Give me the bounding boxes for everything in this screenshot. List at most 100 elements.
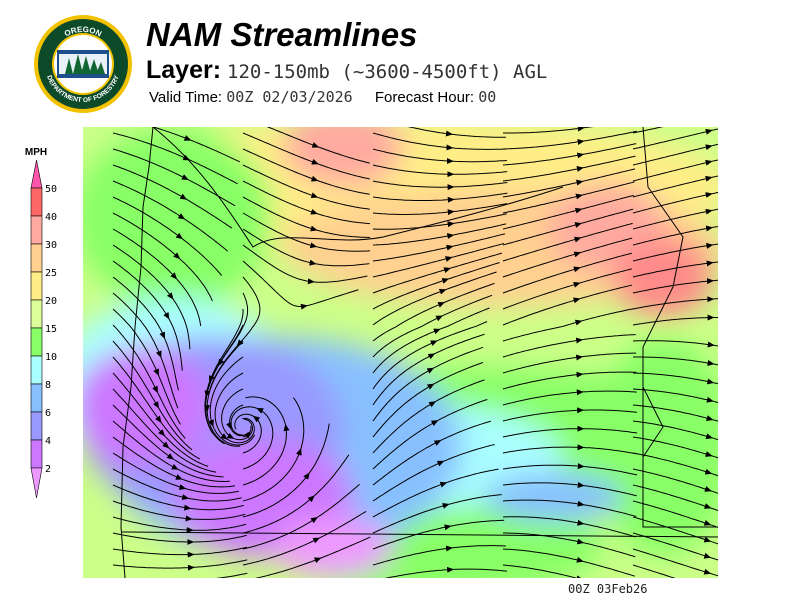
- streamline: [158, 407, 193, 451]
- streamline: [112, 324, 158, 394]
- streamline: [242, 415, 262, 454]
- streamline: [502, 281, 581, 310]
- streamline: [292, 397, 305, 450]
- streamline: [372, 353, 436, 406]
- streamline: [632, 159, 713, 182]
- streamline: [372, 440, 442, 486]
- streamline: [502, 389, 584, 406]
- streamline: [581, 308, 635, 322]
- streamline: [112, 196, 183, 240]
- streamline: [226, 404, 244, 430]
- streamline: [112, 516, 194, 533]
- streamline: [214, 372, 244, 440]
- streamline: [632, 260, 714, 278]
- streamline: [191, 513, 246, 520]
- streamline: [582, 352, 637, 358]
- streamline: [242, 244, 315, 285]
- streamline: [242, 228, 317, 266]
- streamline: [317, 196, 370, 210]
- streamline: [172, 298, 191, 350]
- streamline: [176, 278, 202, 327]
- streamline: [583, 504, 637, 517]
- streamline: [632, 372, 715, 385]
- streamline: [187, 179, 236, 207]
- streamline: [190, 139, 241, 163]
- map-timestamp: 00Z 03Feb26: [568, 582, 648, 596]
- oregon-department-of-forestry-logo: OREGON DEPARTMENT OF FORESTRY: [34, 15, 132, 113]
- streamline: [372, 233, 455, 246]
- streamline: [502, 193, 583, 214]
- streamline: [632, 127, 664, 134]
- legend-tick-label: 15: [45, 324, 57, 335]
- streamline: [633, 356, 715, 366]
- streamline: [313, 454, 350, 497]
- streamline: [632, 500, 712, 526]
- legend-tick-label: 6: [45, 408, 51, 419]
- streamline: [436, 321, 488, 342]
- streamline: [255, 557, 322, 578]
- streamline: [502, 482, 585, 488]
- streamline: [193, 534, 247, 543]
- legend-swatch: [30, 327, 43, 357]
- streamline: [306, 289, 359, 307]
- streamline: [632, 208, 713, 230]
- streamline: [208, 356, 244, 427]
- streamline: [209, 308, 244, 383]
- streamline: [242, 431, 251, 439]
- streamline: [112, 308, 159, 377]
- streamline: [632, 296, 715, 310]
- streamline: [242, 472, 310, 518]
- streamline: [112, 260, 170, 320]
- legend-tick-label: 8: [45, 380, 51, 391]
- streamline: [632, 340, 715, 348]
- streamline: [193, 559, 248, 568]
- legend-swatch: [30, 299, 43, 329]
- streamline: [204, 340, 244, 413]
- streamline: [112, 388, 170, 449]
- streamline: [112, 564, 195, 571]
- streamline: [581, 194, 634, 210]
- streamline: [192, 523, 247, 531]
- streamline: [372, 401, 437, 454]
- streamline: [632, 468, 712, 492]
- streamline: [579, 268, 632, 284]
- streamline: [226, 417, 255, 444]
- legend-tick-label: 50: [45, 184, 57, 195]
- streamline: [502, 179, 584, 198]
- legend-tick-label: 25: [45, 268, 57, 279]
- streamline: [112, 484, 192, 511]
- streamline: [502, 139, 585, 150]
- streamline: [582, 390, 637, 393]
- streamline: [372, 164, 455, 178]
- streamline: [452, 233, 506, 247]
- streamline: [179, 258, 213, 302]
- streamline: [320, 536, 371, 559]
- streamline: [372, 221, 455, 230]
- page-title: NAM Streamlines: [146, 16, 418, 53]
- valid-time-label: Valid Time:: [149, 89, 223, 106]
- streamline: [433, 346, 484, 369]
- streamline: [582, 560, 635, 577]
- streamline: [372, 524, 452, 550]
- streamline: [372, 328, 441, 374]
- streamline: [502, 266, 581, 294]
- streamline: [439, 307, 490, 330]
- streamline: [449, 252, 503, 269]
- streamline: [164, 435, 209, 467]
- streamline: [184, 218, 229, 252]
- streamline: [443, 444, 495, 462]
- streamline: [448, 494, 502, 505]
- streamline: [502, 425, 585, 438]
- streamline: [502, 251, 582, 278]
- streamline: [164, 338, 179, 391]
- streamline: [580, 237, 633, 254]
- forecast-hour-value: 00: [478, 88, 497, 106]
- streamline: [443, 282, 495, 303]
- streamline: [112, 276, 166, 340]
- streamline: [502, 297, 581, 326]
- legend-tick-label: 2: [45, 464, 51, 475]
- streamline: [502, 152, 585, 166]
- streamline: [372, 209, 455, 216]
- streamline: [372, 420, 439, 470]
- streamline: [502, 337, 584, 358]
